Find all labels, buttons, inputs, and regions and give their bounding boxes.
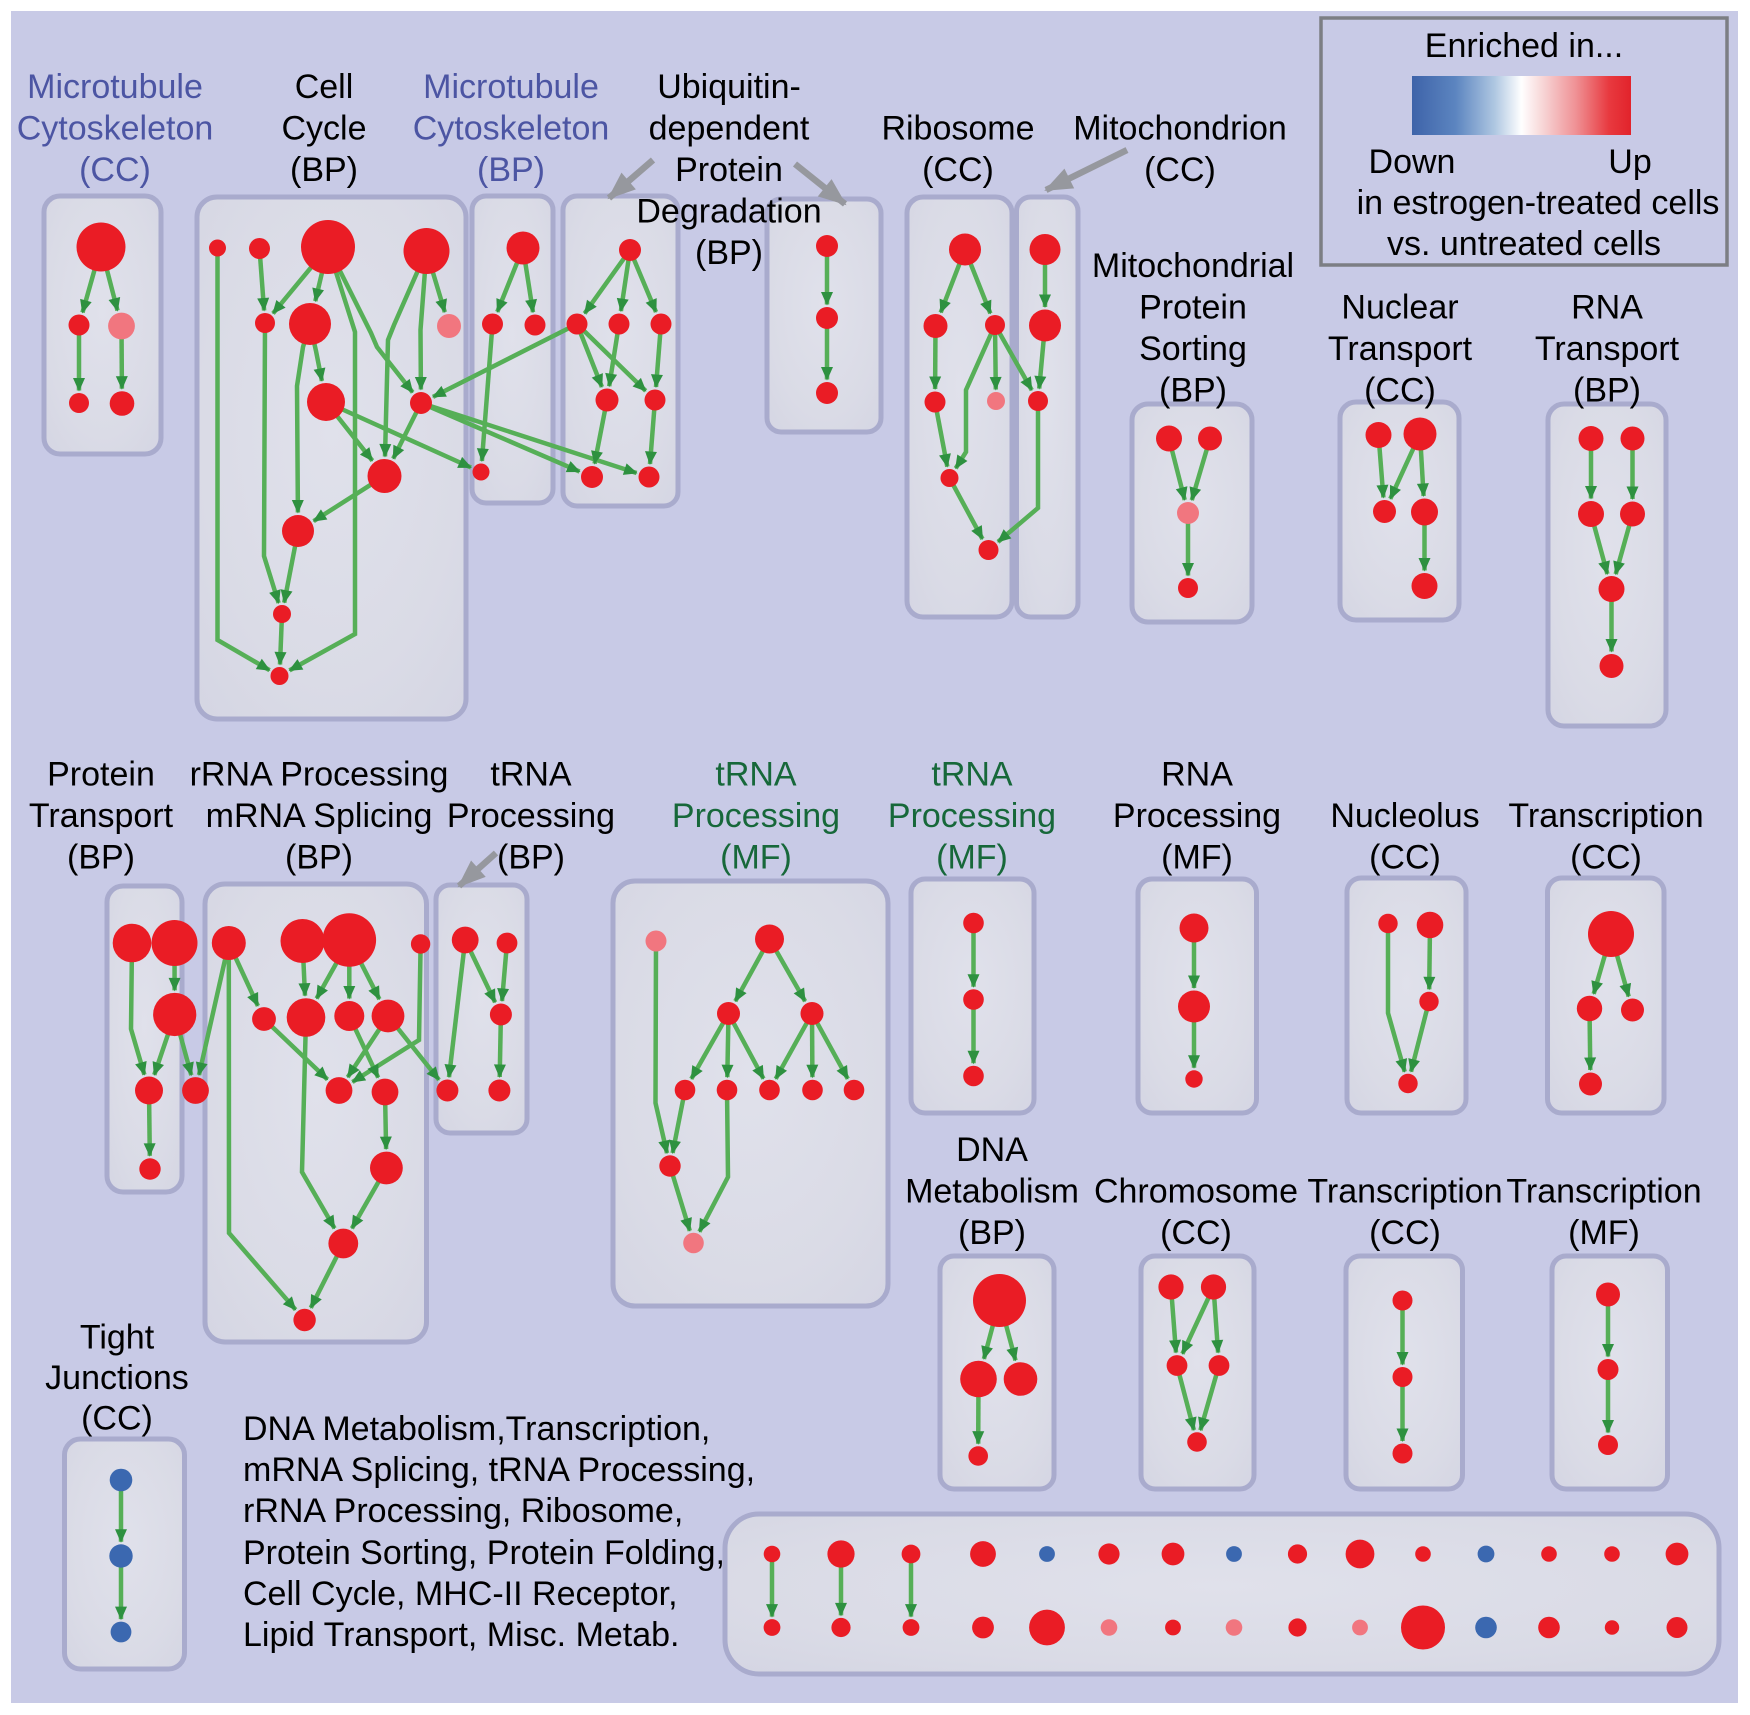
- svg-text:vs. untreated cells: vs. untreated cells: [1387, 225, 1661, 263]
- svg-text:Nucleolus: Nucleolus: [1330, 797, 1479, 835]
- svg-text:(BP): (BP): [1573, 372, 1641, 410]
- svg-text:dependent: dependent: [649, 110, 810, 148]
- svg-text:Ribosome: Ribosome: [881, 110, 1034, 148]
- svg-text:(CC): (CC): [81, 1400, 153, 1438]
- svg-text:Processing: Processing: [672, 797, 840, 835]
- svg-text:(CC): (CC): [1369, 839, 1441, 877]
- svg-text:(BP): (BP): [497, 839, 565, 877]
- svg-text:(CC): (CC): [79, 151, 151, 189]
- svg-text:Microtubule: Microtubule: [27, 68, 203, 106]
- svg-text:in estrogen-treated cells: in estrogen-treated cells: [1357, 184, 1720, 222]
- svg-text:(MF): (MF): [1161, 839, 1233, 877]
- svg-text:Cell Cycle, MHC-II Receptor,: Cell Cycle, MHC-II Receptor,: [243, 1575, 678, 1613]
- svg-text:tRNA: tRNA: [490, 756, 572, 794]
- svg-text:Sorting: Sorting: [1139, 330, 1247, 368]
- svg-text:Protein Sorting, Protein Foldi: Protein Sorting, Protein Folding,: [243, 1534, 725, 1572]
- svg-text:Transcription: Transcription: [1307, 1173, 1502, 1211]
- svg-text:(CC): (CC): [1570, 839, 1642, 877]
- svg-text:(CC): (CC): [1160, 1214, 1232, 1252]
- svg-text:Mitochondrial: Mitochondrial: [1092, 247, 1294, 285]
- svg-text:Degradation: Degradation: [636, 193, 821, 231]
- svg-text:Processing: Processing: [447, 797, 615, 835]
- svg-text:Protein: Protein: [675, 151, 783, 189]
- svg-text:(MF): (MF): [1568, 1214, 1640, 1252]
- svg-text:Processing: Processing: [1113, 797, 1281, 835]
- svg-text:tRNA: tRNA: [931, 756, 1013, 794]
- svg-text:rRNA Processing, Ribosome,: rRNA Processing, Ribosome,: [243, 1492, 683, 1530]
- svg-text:Up: Up: [1608, 143, 1651, 181]
- svg-text:Cytoskeleton: Cytoskeleton: [413, 110, 610, 148]
- svg-text:(MF): (MF): [720, 839, 792, 877]
- svg-text:rRNA Processing: rRNA Processing: [190, 756, 449, 794]
- svg-text:Cytoskeleton: Cytoskeleton: [17, 110, 214, 148]
- svg-text:mRNA Splicing: mRNA Splicing: [206, 797, 433, 835]
- svg-text:Junctions: Junctions: [45, 1359, 189, 1397]
- svg-text:Down: Down: [1369, 143, 1456, 181]
- svg-text:RNA: RNA: [1161, 756, 1233, 794]
- svg-text:(CC): (CC): [922, 151, 994, 189]
- svg-text:(BP): (BP): [1159, 372, 1227, 410]
- svg-text:Transcription: Transcription: [1506, 1173, 1701, 1211]
- svg-text:Metabolism: Metabolism: [905, 1173, 1079, 1211]
- svg-text:(BP): (BP): [477, 151, 545, 189]
- svg-text:(CC): (CC): [1364, 372, 1436, 410]
- svg-text:Lipid Transport, Misc. Metab.: Lipid Transport, Misc. Metab.: [243, 1616, 680, 1654]
- svg-text:DNA: DNA: [956, 1131, 1028, 1169]
- svg-text:Nuclear: Nuclear: [1341, 289, 1458, 327]
- svg-text:Cell: Cell: [295, 68, 354, 106]
- svg-text:Protein: Protein: [1139, 289, 1247, 327]
- svg-text:Ubiquitin-: Ubiquitin-: [657, 68, 801, 106]
- svg-text:Tight: Tight: [80, 1319, 155, 1357]
- svg-text:(CC): (CC): [1369, 1214, 1441, 1252]
- svg-text:Enriched in...: Enriched in...: [1425, 27, 1623, 65]
- svg-text:Chromosome: Chromosome: [1094, 1173, 1298, 1211]
- svg-text:(BP): (BP): [695, 234, 763, 272]
- svg-text:(BP): (BP): [285, 839, 353, 877]
- svg-text:Cycle: Cycle: [281, 110, 366, 148]
- svg-text:Transcription: Transcription: [1508, 797, 1703, 835]
- svg-text:Transport: Transport: [1328, 330, 1473, 368]
- svg-text:(BP): (BP): [958, 1214, 1026, 1252]
- svg-text:(CC): (CC): [1144, 151, 1216, 189]
- svg-text:DNA Metabolism,Transcription,: DNA Metabolism,Transcription,: [243, 1410, 710, 1448]
- svg-text:(BP): (BP): [67, 839, 135, 877]
- svg-text:Transport: Transport: [29, 797, 174, 835]
- svg-text:Processing: Processing: [888, 797, 1056, 835]
- svg-text:RNA: RNA: [1571, 289, 1643, 327]
- svg-text:Mitochondrion: Mitochondrion: [1073, 110, 1287, 148]
- svg-text:(MF): (MF): [936, 839, 1008, 877]
- svg-text:Transport: Transport: [1535, 330, 1680, 368]
- svg-text:Protein: Protein: [47, 756, 155, 794]
- svg-text:mRNA Splicing, tRNA Processing: mRNA Splicing, tRNA Processing,: [243, 1451, 755, 1489]
- svg-text:tRNA: tRNA: [715, 756, 797, 794]
- svg-text:Microtubule: Microtubule: [423, 68, 599, 106]
- svg-text:(BP): (BP): [290, 151, 358, 189]
